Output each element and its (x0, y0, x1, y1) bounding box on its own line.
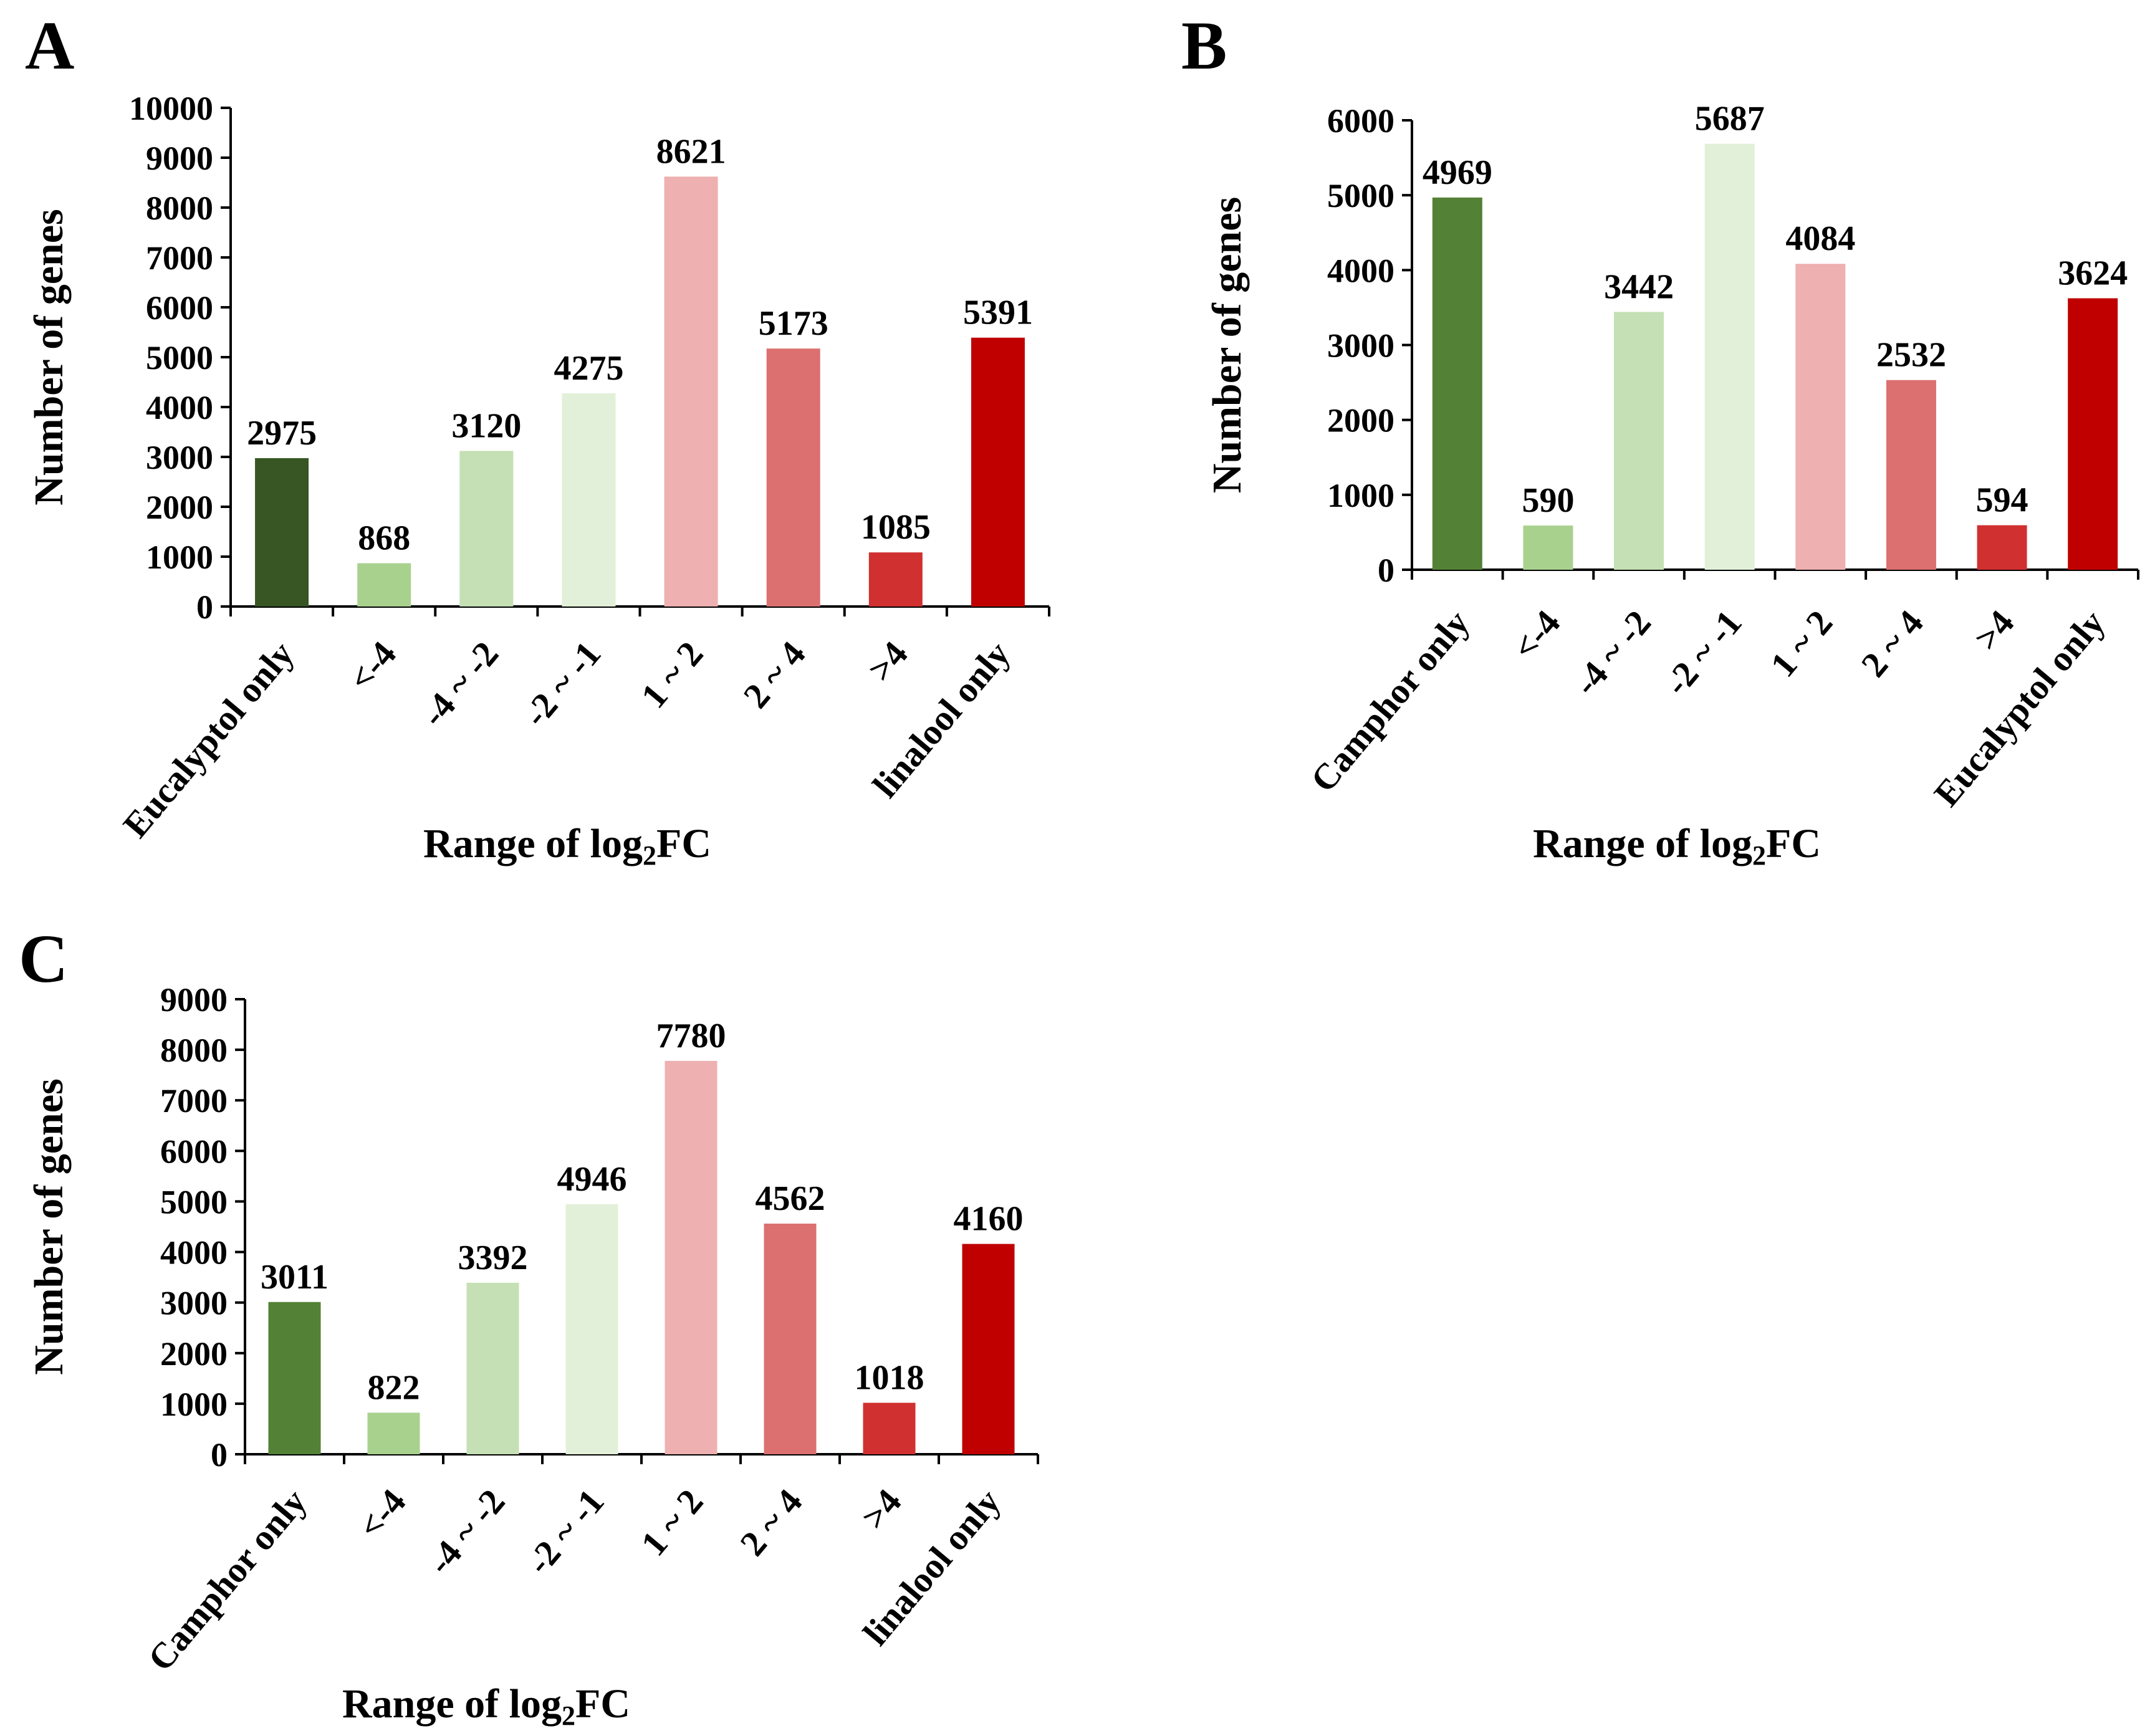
bar (565, 1204, 618, 1454)
x-axis-title: Range of log2FC (423, 821, 711, 871)
y-tick-label: 3000 (160, 1285, 228, 1322)
x-axis-title: Range of log2FC (342, 1681, 630, 1731)
bar-value-label: 2532 (1876, 336, 1946, 375)
x-axis-title-tail: FC (1766, 821, 1821, 866)
bar-value-label: 822 (368, 1368, 420, 1407)
y-tick-label: 1000 (146, 539, 213, 576)
y-tick-label: 5000 (1327, 177, 1394, 214)
y-tick-label: 3000 (146, 439, 213, 476)
y-tick-label: 9000 (160, 981, 228, 1019)
bar-value-label: 8621 (656, 132, 726, 171)
y-tick-label: 3000 (1327, 327, 1394, 365)
bar (764, 1223, 817, 1454)
bar-value-label: 3120 (451, 406, 521, 445)
bar-value-label: 3011 (261, 1258, 329, 1297)
y-tick-label: 7000 (146, 239, 213, 277)
y-tick-label: 0 (211, 1436, 228, 1474)
bar-value-label: 590 (1522, 481, 1574, 520)
y-tick-label: 1000 (160, 1386, 228, 1423)
panel-letter: A (25, 7, 74, 84)
y-tick-label: 2000 (160, 1335, 228, 1373)
y-tick-label: 8000 (160, 1032, 228, 1069)
y-tick-label: 7000 (160, 1082, 228, 1120)
bar (868, 552, 923, 607)
bar-value-label: 5173 (759, 304, 828, 343)
bar (268, 1302, 321, 1454)
y-tick-label: 4000 (1327, 252, 1394, 289)
bar (1704, 143, 1755, 570)
bar (2068, 298, 2118, 570)
y-tick-label: 6000 (146, 289, 213, 327)
bar (357, 563, 411, 607)
y-tick-label: 8000 (146, 189, 213, 227)
bar (459, 451, 514, 607)
panel-a: A 0 1000 2000 3000 4000 5000 6000 7000 8000 9000 10… (25, 7, 1050, 871)
x-axis-title-main: Range of log (423, 821, 643, 866)
x-axis-title-subscript: 2 (1752, 840, 1766, 871)
y-tick-label: 2000 (1327, 402, 1394, 439)
y-tick-label: 5000 (160, 1183, 228, 1220)
bar-value-label: 4969 (1423, 153, 1492, 192)
x-axis-title-subscript: 2 (562, 1700, 575, 1731)
panel-letter: C (19, 921, 68, 997)
y-axis-title: Number of genes (26, 209, 72, 505)
bar (863, 1403, 916, 1454)
y-tick-label: 4000 (146, 389, 213, 426)
y-axis-title: Number of genes (1204, 197, 1250, 493)
bar (664, 176, 718, 607)
bar (1523, 525, 1573, 570)
y-tick-label: 5000 (146, 339, 213, 376)
bar-value-label: 3624 (2058, 254, 2128, 293)
bar-value-label: 4084 (1785, 219, 1855, 258)
y-tick-label: 1000 (1327, 477, 1394, 514)
bar (466, 1282, 519, 1454)
y-tick-label: 4000 (160, 1234, 228, 1272)
bar-value-label: 5687 (1695, 100, 1765, 138)
bar-value-label: 1018 (855, 1358, 924, 1397)
bar-value-label: 3442 (1604, 267, 1674, 306)
x-axis-title-main: Range of log (1533, 821, 1752, 866)
x-axis-title-tail: FC (656, 821, 711, 866)
bar (962, 1244, 1015, 1454)
bar-value-label: 4160 (954, 1200, 1024, 1239)
bar-value-label: 7780 (656, 1017, 726, 1055)
y-tick-label: 6000 (160, 1133, 228, 1170)
bar (255, 458, 309, 607)
bar (1432, 197, 1482, 570)
bar (367, 1412, 420, 1454)
bar (665, 1060, 718, 1454)
x-axis-title-tail: FC (575, 1681, 630, 1727)
y-tick-label: 9000 (146, 140, 213, 177)
bar-value-label: 2975 (247, 414, 317, 453)
bar-value-label: 1085 (861, 508, 931, 547)
y-axis-title: Number of genes (26, 1078, 72, 1374)
x-axis-title-subscript: 2 (643, 840, 656, 871)
bar (562, 393, 616, 607)
bar (1977, 525, 2027, 570)
y-tick-label: 2000 (146, 489, 213, 526)
panel-letter: B (1181, 7, 1227, 84)
bar-value-label: 4275 (554, 349, 623, 388)
bar (766, 348, 820, 607)
bar-value-label: 3392 (458, 1239, 528, 1277)
bar-value-label: 4946 (557, 1160, 627, 1199)
bar-value-label: 4562 (756, 1179, 825, 1218)
y-tick-label: 0 (196, 588, 213, 626)
y-tick-label: 10000 (129, 90, 213, 127)
bar (971, 337, 1025, 607)
bar (1886, 380, 1936, 570)
y-tick-label: 6000 (1327, 102, 1394, 140)
bar-value-label: 868 (358, 519, 410, 558)
bar (1795, 264, 1846, 570)
x-axis-title-main: Range of log (342, 1681, 562, 1727)
bar-value-label: 5391 (963, 294, 1033, 332)
bar-value-label: 594 (1976, 481, 2028, 520)
y-tick-label: 0 (1378, 552, 1394, 589)
bar (1614, 312, 1664, 570)
x-axis-title: Range of log2FC (1533, 821, 1821, 871)
